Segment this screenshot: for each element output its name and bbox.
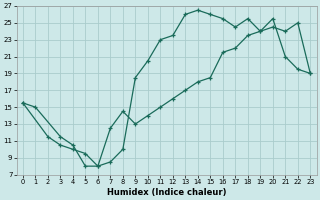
X-axis label: Humidex (Indice chaleur): Humidex (Indice chaleur) — [107, 188, 226, 197]
